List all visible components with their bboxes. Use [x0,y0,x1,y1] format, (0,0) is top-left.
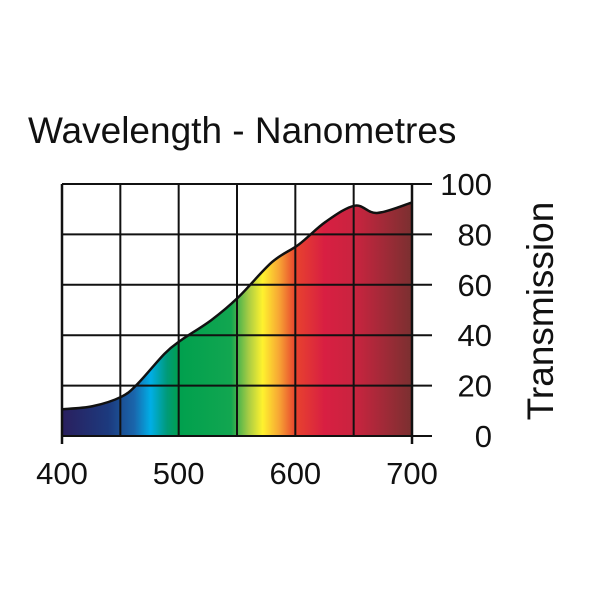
y-tick-label: 0 [475,419,492,454]
chart-title: Wavelength - Nanometres [28,110,456,151]
y-tick-label: 40 [458,318,492,353]
y-tick-label: 80 [458,217,492,252]
x-tick-label: 600 [269,456,321,491]
x-tick-label: 500 [153,456,205,491]
y-axis-label: Transmission [520,202,561,421]
y-tick-label: 20 [458,369,492,404]
y-tick-label: 60 [458,268,492,303]
x-tick-label: 400 [36,456,88,491]
transmission-curve [61,201,413,411]
x-tick-label: 700 [386,456,438,491]
y-tick-label: 100 [440,167,492,202]
